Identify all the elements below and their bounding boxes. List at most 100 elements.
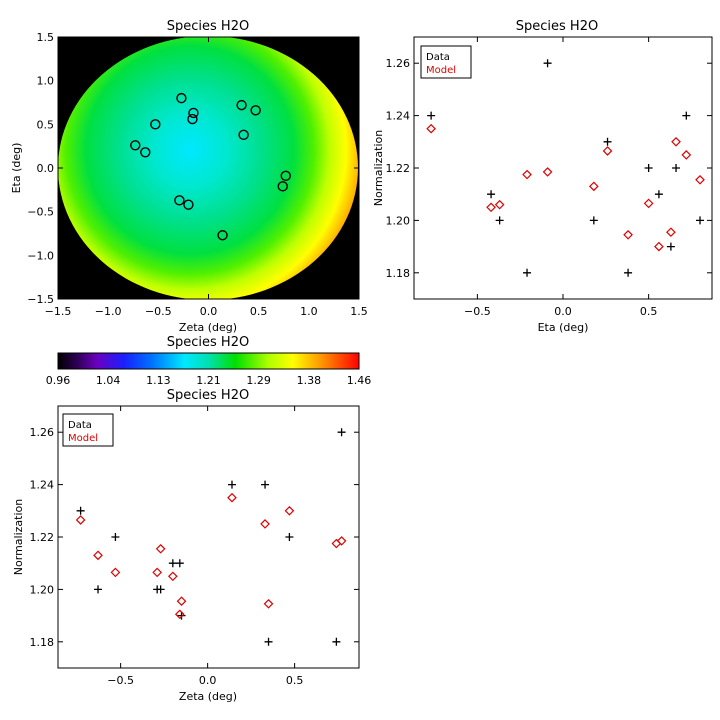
eta-legend-model: Model <box>426 65 456 76</box>
eta-legend-data: Data <box>426 52 450 63</box>
eta-data-point <box>523 268 532 277</box>
map-ylabel: Eta (deg) <box>10 143 23 194</box>
zeta-model-point <box>284 505 295 516</box>
eta-model-point <box>666 227 676 238</box>
zeta-model-point <box>263 598 274 609</box>
eta-ylabel: Normalization <box>372 130 385 206</box>
eta-data-point <box>624 268 633 277</box>
zeta-ytick-label: 1.22 <box>30 531 55 544</box>
zeta-ytick-label: 1.20 <box>30 583 55 596</box>
zeta-model-point <box>174 609 185 620</box>
zeta-legend: Data Model <box>62 413 114 447</box>
colorbar-tick-label: 1.21 <box>196 374 221 387</box>
map-xtick-label: 1.5 <box>350 305 368 318</box>
eta-legend-box <box>420 45 472 79</box>
eta-data-point <box>682 111 691 120</box>
map-ytick-label: 0.0 <box>37 162 55 175</box>
zeta-legend-model: Model <box>68 433 98 444</box>
eta-xtick-label: −0.5 <box>464 305 491 318</box>
zeta-data-point <box>94 585 103 594</box>
eta-model-point <box>695 174 705 185</box>
eta-data-point <box>654 190 663 199</box>
map-xtick-label: −1.5 <box>45 305 72 318</box>
map-xtick-label: −1.0 <box>95 305 122 318</box>
eta-data-point <box>603 137 612 146</box>
zeta-data-point <box>168 559 177 568</box>
zeta-legend-data: Data <box>68 420 92 431</box>
zeta-xtick-label: 0.5 <box>286 674 304 687</box>
zeta-ytick-label: 1.18 <box>30 636 55 649</box>
map-ytick-label: −1.5 <box>27 293 54 306</box>
zeta-data-point <box>156 585 165 594</box>
zeta-data-point <box>227 480 236 489</box>
zeta-model-point <box>93 550 103 561</box>
map-xtick-label: 1.0 <box>300 305 318 318</box>
map-ytick-label: 0.5 <box>37 118 55 131</box>
eta-model-point <box>623 229 633 240</box>
zeta-scatter-panel: Species H2O −0.5 0.0 0.5 1.18 1.20 1.22 1.24 1.… <box>12 388 360 703</box>
zeta-data-point <box>332 637 341 646</box>
eta-data-point <box>543 59 552 68</box>
zeta-data-point <box>261 480 270 489</box>
map-point <box>150 119 161 130</box>
eta-ytick-label: 1.26 <box>386 57 411 70</box>
map-title: Species H2O <box>167 19 249 34</box>
map-point <box>176 92 187 104</box>
zeta-model-point <box>331 538 342 549</box>
map-point <box>140 147 151 158</box>
eta-model-point <box>588 181 599 192</box>
map-point <box>183 199 194 210</box>
map-point <box>238 129 249 141</box>
colorbar-tick-label: 0.96 <box>46 374 71 387</box>
eta-data-point <box>589 216 598 225</box>
zeta-ytick-label: 1.26 <box>30 426 55 439</box>
zeta-title: Species H2O <box>167 388 249 403</box>
zeta-model-point <box>155 543 166 554</box>
eta-title: Species H2O <box>516 19 598 34</box>
map-xlabel: Zeta (deg) <box>179 321 237 334</box>
colorbar: Species H2O 0.96 1.04 1.13 1.21 1.29 1.38 1.46 <box>46 335 372 387</box>
zeta-ytick-label: 1.24 <box>30 479 55 492</box>
map-point <box>188 107 199 119</box>
map-point <box>187 113 198 125</box>
eta-xtick-label: 0.5 <box>640 305 658 318</box>
map-ytick-label: −0.5 <box>27 206 54 219</box>
eta-data-point <box>644 164 653 172</box>
zeta-data-point <box>285 533 294 541</box>
zeta-data-point <box>76 506 85 515</box>
eta-model-point <box>643 198 654 209</box>
map-xtick-label: −0.5 <box>145 305 172 318</box>
eta-model-point <box>426 123 436 134</box>
zeta-model-point <box>336 536 347 546</box>
zeta-model-point <box>110 567 121 578</box>
eta-model-point <box>494 199 505 210</box>
zeta-model-point <box>176 596 187 607</box>
eta-model-point <box>602 146 613 156</box>
zeta-xlabel: Zeta (deg) <box>179 690 237 703</box>
eta-data-point <box>696 216 705 225</box>
zeta-xtick-label: −0.5 <box>107 674 134 687</box>
map-ytick-label: 1.0 <box>37 75 55 88</box>
eta-ytick-label: 1.24 <box>386 110 411 123</box>
zeta-model-point <box>152 567 163 578</box>
eta-xlabel: Eta (deg) <box>538 321 589 334</box>
eta-xtick-label: 0.0 <box>554 305 572 318</box>
eta-ytick-label: 1.18 <box>386 267 411 280</box>
colorbar-tick-label: 1.38 <box>297 374 322 387</box>
eta-data-point <box>495 216 504 225</box>
eta-model-point <box>486 202 496 213</box>
eta-data-point <box>666 242 675 251</box>
map-ytick-label: 1.5 <box>37 31 55 44</box>
eta-model-point <box>681 150 692 160</box>
map-point <box>277 181 288 192</box>
eta-model-point <box>654 241 664 252</box>
map-point <box>250 105 261 116</box>
eta-data-point <box>487 190 496 199</box>
zeta-model-point <box>75 515 86 525</box>
colorbar-title: Species H2O <box>167 335 249 350</box>
map-disk <box>58 37 358 299</box>
map-xtick-label: 0.5 <box>250 305 268 318</box>
eta-ytick-label: 1.22 <box>386 162 411 175</box>
eta-data-point <box>672 164 681 172</box>
